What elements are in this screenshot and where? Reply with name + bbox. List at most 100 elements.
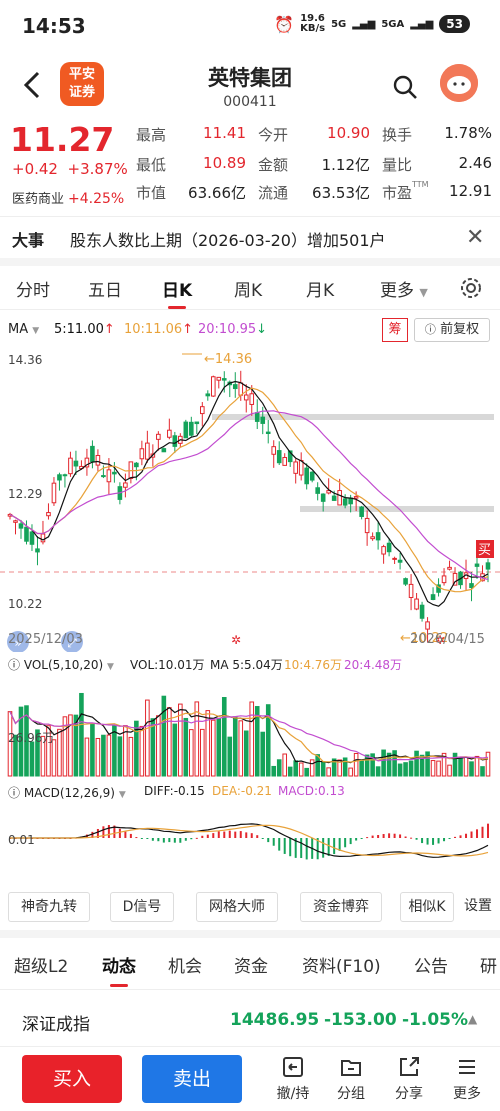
search-icon[interactable]	[392, 74, 418, 100]
macd-bar	[239, 831, 242, 838]
kline-candle	[134, 462, 139, 468]
event-marker-icon-2[interactable]: ✲	[435, 633, 445, 647]
tab-super-l2[interactable]: 超级L2	[14, 957, 69, 977]
volume-bar	[106, 734, 112, 777]
macd-bar	[404, 836, 407, 838]
macd-bar	[393, 833, 396, 838]
kline-candle	[342, 498, 348, 506]
volume-bar	[309, 759, 315, 777]
macd-bar	[201, 835, 204, 838]
tab-monthly-k[interactable]: 月K	[306, 281, 335, 301]
volume-bar	[265, 704, 271, 777]
volume-bar	[68, 714, 73, 777]
volume-bar	[128, 736, 134, 777]
index-ticker[interactable]: 深证成指 14486.95 -153.00 -1.05% ▲	[0, 994, 500, 1046]
chip-button[interactable]: 筹	[382, 318, 408, 342]
macd-bar	[316, 838, 319, 860]
volume-bar	[24, 705, 29, 777]
index-change: -153.00	[324, 1010, 397, 1030]
kline-candle	[425, 621, 430, 630]
buy-signal-tag[interactable]	[476, 540, 494, 558]
kline-candle	[293, 461, 299, 474]
tab-daily-k[interactable]: 日K	[162, 276, 192, 309]
tab-intraday[interactable]: 分时	[16, 281, 50, 301]
macd-bar	[206, 834, 209, 838]
volume-bar	[271, 765, 277, 777]
tab-announcement[interactable]: 公告	[414, 957, 448, 977]
macd-bar	[338, 838, 341, 851]
more-button[interactable]: 更多	[442, 1055, 492, 1103]
tab-more[interactable]: 更多 ▼	[380, 281, 428, 301]
adjust-button[interactable]: ⓘ 前复权	[414, 318, 490, 342]
gear-icon[interactable]	[459, 276, 483, 300]
macd-chart[interactable]: 0.01	[0, 804, 500, 886]
group-button[interactable]: 分组	[326, 1055, 376, 1103]
tool-settings[interactable]: 设置	[464, 898, 492, 914]
expand-up-icon[interactable]: ▲	[468, 1012, 478, 1026]
tab-weekly-k[interactable]: 周K	[234, 281, 263, 301]
event-marker-icon[interactable]: ✲	[231, 633, 241, 647]
kline-candle	[331, 495, 337, 501]
macd-bar	[250, 833, 253, 838]
industry-change[interactable]: 医药商业 +4.25%	[12, 191, 125, 207]
event-bar[interactable]: 大事 股东人数比上期（2026-03-20）增加501户 ✕	[0, 216, 500, 258]
volume-bar	[221, 697, 227, 777]
kline-candle	[254, 412, 260, 422]
cancel-hold-button[interactable]: 撤/持	[268, 1055, 318, 1103]
kline-candle	[364, 517, 370, 534]
kline-candle	[359, 506, 364, 517]
macd-indicator-label[interactable]: ⓘ MACD(12,26,9) ▼	[8, 786, 126, 800]
kline-chart[interactable]: 14.36 12.29 10.22 ←14.36 ←10.22 买 ✲ ✲ » …	[0, 346, 500, 652]
volume-bar	[112, 725, 117, 777]
macd-bar	[470, 831, 473, 838]
macd-bar	[173, 838, 176, 843]
macd-bar	[91, 831, 94, 838]
volume-ma-lines	[9, 706, 489, 765]
tab-research[interactable]: 研	[480, 957, 497, 977]
vol-legend: ⓘ VOL(5,10,20) ▼ VOL:10.01万 MA 5:5.04万 1…	[0, 654, 500, 676]
back-arrow-icon[interactable]	[20, 70, 44, 100]
tool-nine-turns[interactable]: 神奇九转	[8, 892, 90, 922]
volume-bar	[430, 760, 436, 777]
ma-label[interactable]: MA ▼	[8, 322, 40, 337]
tab-capital[interactable]: 资金	[234, 957, 268, 977]
index-name: 深证成指	[22, 1015, 90, 1035]
kline-candle	[156, 433, 161, 440]
tool-d-signal[interactable]: D信号	[110, 892, 174, 922]
expand-left-icon[interactable]	[7, 631, 29, 652]
quote-value: 10.89	[203, 154, 246, 172]
macd-bar	[96, 828, 99, 838]
vol-ma5: MA 5:5.04万	[210, 658, 283, 672]
quote-value: 1.12亿	[321, 156, 370, 174]
assistant-avatar-icon[interactable]	[440, 64, 478, 102]
stock-name: 英特集团	[208, 66, 292, 90]
volume-chart[interactable]: 26.96万	[0, 676, 500, 778]
close-icon[interactable]: ✕	[466, 225, 485, 250]
signal-5ga: 5GA	[381, 18, 405, 30]
volume-bar	[84, 737, 90, 777]
tab-f10[interactable]: 资料(F10)	[302, 957, 381, 977]
kline-candle	[35, 548, 40, 553]
broker-logo[interactable]: 平安 证券	[60, 62, 104, 106]
kline-candle	[51, 482, 57, 504]
macd-bar	[228, 830, 231, 838]
tab-five-day[interactable]: 五日	[88, 281, 122, 301]
tab-news[interactable]: 动态	[102, 952, 136, 987]
tool-grid-master[interactable]: 网格大师	[196, 892, 278, 922]
macd-bar	[272, 838, 275, 846]
tab-opportunity[interactable]: 机会	[168, 957, 202, 977]
buy-button[interactable]: 买入	[22, 1055, 122, 1103]
sell-button[interactable]: 卖出	[142, 1055, 242, 1103]
macd-bar	[437, 838, 440, 844]
volume-bar	[90, 723, 95, 777]
macd-bar	[415, 838, 418, 840]
tool-capital-game[interactable]: 资金博弈	[300, 892, 382, 922]
macd-diff: DIFF:-0.15	[144, 784, 205, 798]
vol-indicator-label[interactable]: ⓘ VOL(5,10,20) ▼	[8, 658, 114, 672]
tool-similar-k[interactable]: 相似K	[400, 892, 454, 922]
share-button[interactable]: 分享	[384, 1055, 434, 1103]
volume-bar	[359, 759, 364, 777]
macd-bar	[261, 838, 264, 839]
fullscreen-icon[interactable]	[61, 631, 83, 652]
